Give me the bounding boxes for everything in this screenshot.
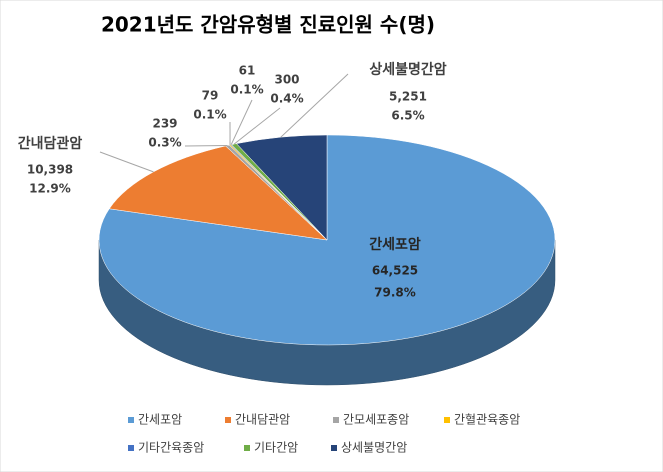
legend-marker bbox=[225, 417, 231, 423]
leader-line bbox=[230, 99, 253, 145]
data-label-percent: 0.4% bbox=[270, 92, 303, 106]
leader-line bbox=[99, 151, 154, 173]
chart-title: 2021년도 간암유형별 진료인원 수(명) bbox=[101, 13, 435, 37]
data-label-percent: 12.9% bbox=[29, 182, 71, 196]
data-label-percent: 0.3% bbox=[148, 136, 181, 150]
leader-line bbox=[280, 73, 349, 138]
legend-label: 간혈관육종암 bbox=[454, 413, 520, 427]
legend-marker bbox=[128, 417, 134, 423]
legend-marker bbox=[244, 445, 250, 451]
data-label-percent: 79.8% bbox=[374, 286, 416, 300]
legend-marker bbox=[333, 417, 339, 423]
data-label-value: 239 bbox=[152, 117, 177, 131]
data-label-percent: 6.5% bbox=[391, 109, 424, 123]
legend-label: 상세불명간암 bbox=[341, 441, 407, 455]
legend-label: 간모세포종암 bbox=[343, 413, 409, 427]
data-label-name: 상세불명간암 bbox=[369, 61, 446, 78]
legend-label: 간세포암 bbox=[138, 413, 182, 427]
data-label-value: 5,251 bbox=[389, 90, 427, 104]
legend-marker bbox=[128, 445, 134, 451]
data-label-value: 10,398 bbox=[27, 163, 73, 177]
data-label-percent: 0.1% bbox=[230, 83, 263, 97]
legend-label: 기타간육종암 bbox=[138, 441, 204, 455]
leader-line bbox=[233, 107, 281, 145]
legend-marker bbox=[331, 445, 337, 451]
data-label-value: 79 bbox=[202, 89, 219, 103]
data-label-name: 간내담관암 bbox=[18, 135, 83, 152]
data-label-value: 61 bbox=[239, 64, 256, 78]
legend-marker bbox=[444, 417, 450, 423]
data-label-value: 300 bbox=[274, 73, 299, 87]
slice bbox=[108, 145, 328, 241]
data-label-percent: 0.1% bbox=[193, 108, 226, 122]
data-label-value: 64,525 bbox=[372, 264, 418, 278]
data-label-name: 간세포암 bbox=[369, 236, 421, 253]
legend-label: 기타간암 bbox=[254, 441, 298, 455]
legend-label: 간내담관암 bbox=[235, 413, 290, 427]
